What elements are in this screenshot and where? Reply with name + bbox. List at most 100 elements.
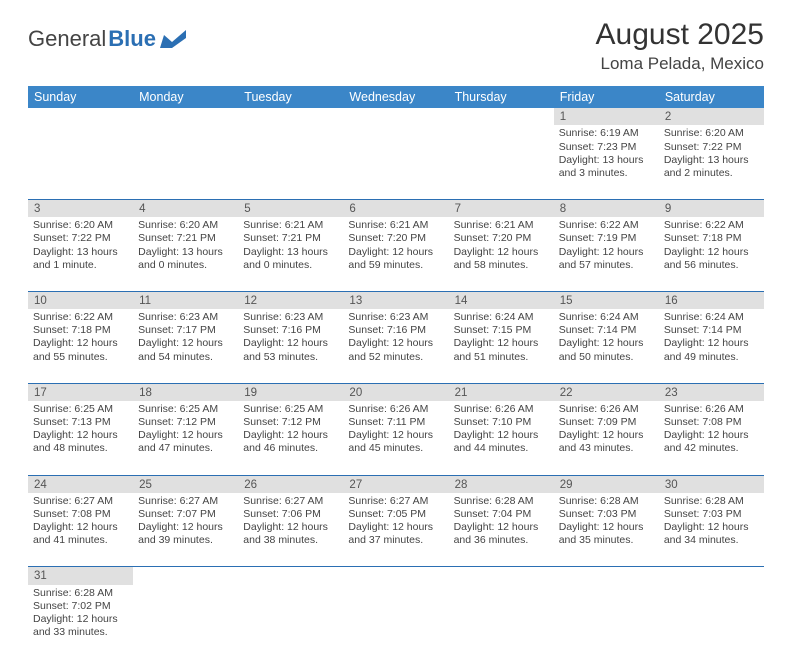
sunrise-text: Sunrise: 6:25 AM — [138, 403, 233, 416]
day-cell — [343, 125, 448, 199]
weekday-header: Sunday — [28, 86, 133, 108]
sunrise-text: Sunrise: 6:19 AM — [559, 127, 654, 140]
daynum-cell: 26 — [238, 475, 343, 493]
daylight-text: Daylight: 13 hours and 1 minute. — [33, 246, 128, 272]
day-cell: Sunrise: 6:26 AMSunset: 7:08 PMDaylight:… — [659, 401, 764, 475]
sunrise-text: Sunrise: 6:23 AM — [138, 311, 233, 324]
day-cell — [238, 125, 343, 199]
sunrise-text: Sunrise: 6:28 AM — [454, 495, 549, 508]
sunset-text: Sunset: 7:10 PM — [454, 416, 549, 429]
sunrise-text: Sunrise: 6:27 AM — [243, 495, 338, 508]
daylight-text: Daylight: 12 hours and 50 minutes. — [559, 337, 654, 363]
sunrise-text: Sunrise: 6:24 AM — [664, 311, 759, 324]
daylight-text: Daylight: 12 hours and 59 minutes. — [348, 246, 443, 272]
title-block: August 2025 Loma Pelada, Mexico — [596, 18, 764, 74]
day-cell: Sunrise: 6:22 AMSunset: 7:18 PMDaylight:… — [659, 217, 764, 291]
weekday-header: Monday — [133, 86, 238, 108]
week-row: Sunrise: 6:19 AMSunset: 7:23 PM Daylight:… — [28, 125, 764, 199]
weekday-header: Tuesday — [238, 86, 343, 108]
sunrise-text: Sunrise: 6:27 AM — [138, 495, 233, 508]
day-cell: Sunrise: 6:25 AMSunset: 7:12 PMDaylight:… — [238, 401, 343, 475]
sunset-text: Sunset: 7:05 PM — [348, 508, 443, 521]
week-row: Sunrise: 6:22 AMSunset: 7:18 PMDaylight:… — [28, 309, 764, 383]
weekday-header: Friday — [554, 86, 659, 108]
daylight-text: Daylight: 12 hours and 46 minutes. — [243, 429, 338, 455]
daynum-cell: 20 — [343, 383, 448, 401]
sunset-text: Sunset: 7:23 PM — [559, 141, 654, 154]
sunset-text: Sunset: 7:11 PM — [348, 416, 443, 429]
daynum-cell — [449, 567, 554, 585]
sunset-text: Sunset: 7:13 PM — [33, 416, 128, 429]
daynum-cell — [28, 108, 133, 125]
brand-left: General — [28, 26, 106, 52]
sunrise-text: Sunrise: 6:25 AM — [243, 403, 338, 416]
daylight-text: Daylight: 12 hours and 34 minutes. — [664, 521, 759, 547]
day-cell: Sunrise: 6:27 AMSunset: 7:06 PMDaylight:… — [238, 493, 343, 567]
daynum-cell: 10 — [28, 291, 133, 309]
sunset-text: Sunset: 7:09 PM — [559, 416, 654, 429]
daynum-cell: 29 — [554, 475, 659, 493]
daynum-cell: 1 — [554, 108, 659, 125]
sunrise-text: Sunrise: 6:21 AM — [348, 219, 443, 232]
header: GeneralBlue August 2025 Loma Pelada, Mex… — [28, 18, 764, 74]
daynum-row: 3456789 — [28, 199, 764, 217]
daynum-cell — [343, 567, 448, 585]
day-cell: Sunrise: 6:21 AMSunset: 7:20 PMDaylight:… — [449, 217, 554, 291]
sunrise-text: Sunrise: 6:22 AM — [664, 219, 759, 232]
sunrise-text: Sunrise: 6:27 AM — [33, 495, 128, 508]
daynum-cell: 7 — [449, 199, 554, 217]
day-cell: Sunrise: 6:27 AMSunset: 7:05 PMDaylight:… — [343, 493, 448, 567]
day-cell: Sunrise: 6:28 AMSunset: 7:03 PMDaylight:… — [659, 493, 764, 567]
sunset-text: Sunset: 7:07 PM — [138, 508, 233, 521]
day-cell: Sunrise: 6:19 AMSunset: 7:23 PMDaylight:… — [554, 125, 659, 199]
daynum-cell: 24 — [28, 475, 133, 493]
day-cell: Sunrise: 6:22 AMSunset: 7:18 PMDaylight:… — [28, 309, 133, 383]
daylight-text: Daylight: 12 hours and 41 minutes. — [33, 521, 128, 547]
daynum-cell: 13 — [343, 291, 448, 309]
daynum-row: 24252627282930 — [28, 475, 764, 493]
week-row: Sunrise: 6:28 AMSunset: 7:02 PMDaylight:… — [28, 585, 764, 659]
daynum-row: 12 — [28, 108, 764, 125]
sunrise-text: Sunrise: 6:26 AM — [454, 403, 549, 416]
daylight-text: Daylight: 13 hours and 2 minutes. — [664, 154, 759, 180]
daylight-text: Daylight: 12 hours and 35 minutes. — [559, 521, 654, 547]
day-cell — [28, 125, 133, 199]
sunrise-text: Sunrise: 6:22 AM — [559, 219, 654, 232]
sunset-text: Sunset: 7:03 PM — [664, 508, 759, 521]
flag-icon — [160, 30, 186, 48]
sunset-text: Sunset: 7:03 PM — [559, 508, 654, 521]
daynum-row: 10111213141516 — [28, 291, 764, 309]
daylight-text: Daylight: 12 hours and 58 minutes. — [454, 246, 549, 272]
sunset-text: Sunset: 7:17 PM — [138, 324, 233, 337]
day-cell: Sunrise: 6:23 AMSunset: 7:17 PMDaylight:… — [133, 309, 238, 383]
sunset-text: Sunset: 7:15 PM — [454, 324, 549, 337]
sunset-text: Sunset: 7:06 PM — [243, 508, 338, 521]
day-cell: Sunrise: 6:23 AMSunset: 7:16 PMDaylight:… — [343, 309, 448, 383]
daynum-cell: 6 — [343, 199, 448, 217]
daynum-cell: 8 — [554, 199, 659, 217]
sunrise-text: Sunrise: 6:20 AM — [33, 219, 128, 232]
sunrise-text: Sunrise: 6:20 AM — [138, 219, 233, 232]
daynum-row: 17181920212223 — [28, 383, 764, 401]
daylight-text: Daylight: 12 hours and 43 minutes. — [559, 429, 654, 455]
day-cell: Sunrise: 6:21 AMSunset: 7:21 PMDaylight:… — [238, 217, 343, 291]
sunrise-text: Sunrise: 6:28 AM — [664, 495, 759, 508]
day-cell: Sunrise: 6:26 AMSunset: 7:11 PMDaylight:… — [343, 401, 448, 475]
sunset-text: Sunset: 7:18 PM — [33, 324, 128, 337]
sunset-text: Sunset: 7:14 PM — [559, 324, 654, 337]
daylight-text: Daylight: 12 hours and 45 minutes. — [348, 429, 443, 455]
weekday-header-row: SundayMondayTuesdayWednesdayThursdayFrid… — [28, 86, 764, 108]
daylight-text: Daylight: 12 hours and 38 minutes. — [243, 521, 338, 547]
sunset-text: Sunset: 7:12 PM — [243, 416, 338, 429]
daylight-text: Daylight: 12 hours and 52 minutes. — [348, 337, 443, 363]
day-cell: Sunrise: 6:24 AMSunset: 7:15 PMDaylight:… — [449, 309, 554, 383]
daynum-cell — [238, 108, 343, 125]
day-cell: Sunrise: 6:23 AMSunset: 7:16 PMDaylight:… — [238, 309, 343, 383]
weekday-header: Wednesday — [343, 86, 448, 108]
daynum-cell — [133, 567, 238, 585]
day-cell — [449, 125, 554, 199]
daylight-text: Daylight: 12 hours and 55 minutes. — [33, 337, 128, 363]
day-cell: Sunrise: 6:20 AMSunset: 7:21 PMDaylight:… — [133, 217, 238, 291]
sunset-text: Sunset: 7:22 PM — [664, 141, 759, 154]
daylight-text: Daylight: 12 hours and 37 minutes. — [348, 521, 443, 547]
